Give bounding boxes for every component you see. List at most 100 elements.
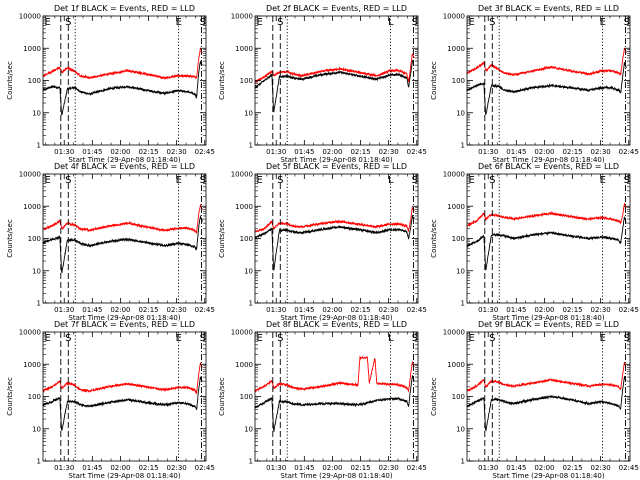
- x-axis-label: Start Time (29-Apr-08 01:18:40): [280, 472, 392, 480]
- y-tick-label: 1: [461, 458, 465, 466]
- y-tick-label: 100: [452, 393, 465, 401]
- x-tick-label: 01:45: [294, 306, 314, 314]
- series-line-events: [42, 214, 203, 274]
- series-line-lld: [466, 47, 627, 77]
- panel-title: Det 8f BLACK = Events, RED = LLD: [266, 320, 407, 329]
- x-tick-label: 02:00: [110, 148, 130, 156]
- x-tick-label: 02:45: [195, 464, 215, 472]
- panel-title: Det 3f BLACK = Events, RED = LLD: [478, 4, 619, 13]
- marker-label: L: [388, 17, 394, 28]
- y-tick-label: 10: [244, 267, 253, 275]
- panel-title: Det 1f BLACK = Events, RED = LLD: [54, 4, 195, 13]
- series-line-lld: [42, 47, 203, 80]
- x-tick-label: 02:30: [379, 148, 399, 156]
- plot-frame: [42, 15, 207, 146]
- panel-title: Det 5f BLACK = Events, RED = LLD: [266, 162, 407, 171]
- x-tick-label: 02:00: [322, 148, 342, 156]
- y-tick-label: 1: [249, 300, 253, 308]
- y-tick-label: 1000: [447, 45, 465, 53]
- plot-frame: [42, 173, 207, 304]
- marker-label: E: [176, 175, 182, 186]
- x-tick-label: 01:30: [478, 464, 498, 472]
- marker-label: S: [489, 17, 495, 28]
- y-tick-label: 1000: [23, 45, 41, 53]
- marker-label: S: [489, 175, 495, 186]
- x-axis-label: Start Time (29-Apr-08 01:18:40): [280, 314, 392, 322]
- y-axis-label: Counts/sec: [430, 61, 438, 100]
- marker-label: E: [45, 333, 51, 344]
- y-tick-label: 10000: [231, 13, 253, 21]
- x-tick-label: 02:45: [619, 306, 639, 314]
- x-tick-label: 02:15: [138, 148, 158, 156]
- y-tick-label: 1000: [23, 361, 41, 369]
- x-tick-label: 02:30: [167, 464, 187, 472]
- panel-title: Det 2f BLACK = Events, RED = LLD: [266, 4, 407, 13]
- x-tick-label: 01:45: [506, 306, 526, 314]
- y-tick-label: 1: [37, 142, 41, 150]
- x-tick-label: 02:30: [167, 306, 187, 314]
- y-tick-label: 1: [249, 458, 253, 466]
- y-tick-label: 10: [456, 267, 465, 275]
- marker-label: S: [624, 17, 630, 28]
- series-line-lld: [466, 361, 627, 393]
- x-tick-label: 02:15: [350, 306, 370, 314]
- series-line-lld: [466, 202, 627, 227]
- x-tick-label: 02:15: [562, 306, 582, 314]
- y-tick-label: 10: [32, 425, 41, 433]
- x-tick-label: 02:15: [350, 464, 370, 472]
- y-tick-label: 10000: [19, 329, 41, 337]
- y-tick-label: 10000: [231, 171, 253, 179]
- y-tick-label: 10000: [443, 171, 465, 179]
- x-tick-label: 01:30: [266, 464, 286, 472]
- y-tick-label: 10: [244, 109, 253, 117]
- x-tick-label: 02:45: [407, 464, 427, 472]
- y-tick-label: 100: [28, 393, 41, 401]
- x-tick-label: 02:45: [407, 306, 427, 314]
- y-tick-label: 1: [37, 300, 41, 308]
- y-axis-label: Counts/sec: [6, 377, 14, 416]
- x-tick-label: 02:45: [407, 148, 427, 156]
- x-tick-label: 01:30: [54, 148, 74, 156]
- x-tick-label: 02:45: [195, 148, 215, 156]
- marker-label: S: [624, 333, 630, 344]
- y-tick-label: 10: [32, 267, 41, 275]
- x-tick-label: 02:00: [534, 148, 554, 156]
- marker-label: E: [45, 17, 51, 28]
- x-tick-label: 02:45: [619, 464, 639, 472]
- y-tick-label: 1: [461, 300, 465, 308]
- y-tick-label: 100: [28, 235, 41, 243]
- x-tick-label: 02:15: [350, 148, 370, 156]
- marker-label: S: [277, 333, 283, 344]
- x-axis-label: Start Time (29-Apr-08 01:18:40): [68, 156, 180, 164]
- marker-label: S: [200, 175, 206, 186]
- x-tick-label: 01:30: [54, 464, 74, 472]
- y-tick-label: 10: [456, 425, 465, 433]
- y-tick-label: 1000: [235, 203, 253, 211]
- series-line-events: [254, 375, 415, 432]
- x-tick-label: 02:15: [138, 464, 158, 472]
- marker-label: E: [176, 333, 182, 344]
- y-tick-label: 1000: [235, 361, 253, 369]
- x-tick-label: 01:30: [54, 306, 74, 314]
- y-tick-label: 10: [32, 109, 41, 117]
- series-line-events: [466, 216, 627, 271]
- marker-label: S: [277, 17, 283, 28]
- series-line-events: [42, 60, 203, 116]
- x-tick-label: 02:00: [322, 464, 342, 472]
- y-axis-label: Counts/sec: [6, 61, 14, 100]
- marker-label: L: [388, 175, 394, 186]
- y-axis-label: Counts/sec: [6, 219, 14, 258]
- y-tick-label: 10000: [19, 13, 41, 21]
- x-tick-label: 01:45: [82, 306, 102, 314]
- panel-title: Det 9f BLACK = Events, RED = LLD: [478, 320, 619, 329]
- y-axis-label: Counts/sec: [218, 219, 226, 258]
- marker-label: E: [45, 175, 51, 186]
- y-tick-label: 100: [240, 77, 253, 85]
